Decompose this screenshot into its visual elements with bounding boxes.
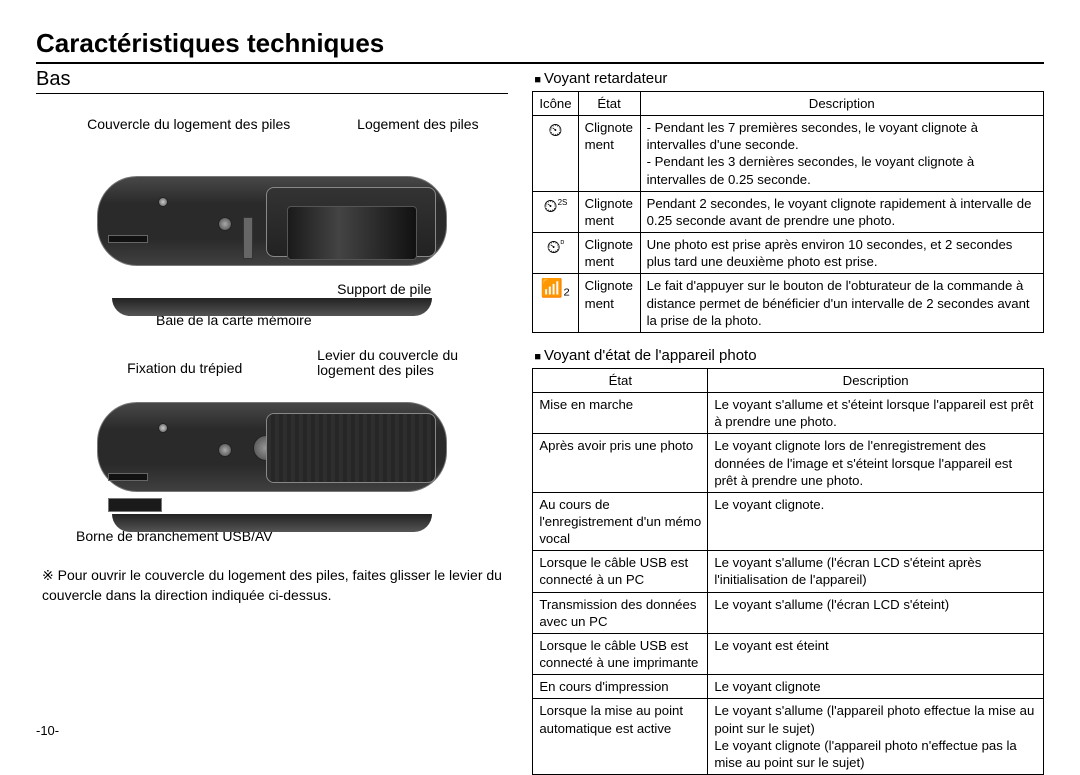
t2h1: Description xyxy=(708,368,1044,392)
left-heading: Bas xyxy=(36,68,508,94)
timer-etat: Clignote ment xyxy=(578,233,640,274)
t1h1: État xyxy=(578,92,640,116)
label-holder: Support de pile xyxy=(337,281,431,297)
note-text: Pour ouvrir le couvercle du logement des… xyxy=(36,566,508,605)
status-etat: Au cours de l'enregistrement d'un mémo v… xyxy=(533,492,708,550)
label-batt-comp: Logement des piles xyxy=(357,116,478,132)
timer-etat: Clignote ment xyxy=(578,191,640,232)
status-desc: Le voyant s'allume (l'écran LCD s'éteint… xyxy=(708,551,1044,592)
status-etat: Lorsque le câble USB est connecté à une … xyxy=(533,633,708,674)
timer-desc: Pendant 2 secondes, le voyant clignote r… xyxy=(640,191,1043,232)
status-desc: Le voyant clignote xyxy=(708,675,1044,699)
status-desc: Le voyant clignote. xyxy=(708,492,1044,550)
sect1-head: Voyant retardateur xyxy=(534,70,1044,87)
timer-icon: 📶₂ xyxy=(533,274,578,332)
page-number: -10- xyxy=(36,723,59,738)
timer-icon: ⏲ᴰ xyxy=(533,233,578,274)
status-etat: Après avoir pris une photo xyxy=(533,434,708,492)
page-title: Caractéristiques techniques xyxy=(36,28,1044,64)
timer-etat: Clignote ment xyxy=(578,116,640,192)
timer-icon: ⏲2S xyxy=(533,191,578,232)
usb-port-icon xyxy=(108,498,162,512)
status-etat: Transmission des données avec un PC xyxy=(533,592,708,633)
status-etat: Lorsque la mise au point automatique est… xyxy=(533,699,708,775)
status-etat: Lorsque le câble USB est connecté à un P… xyxy=(533,551,708,592)
timer-led-table: Icône État Description ⏲Clignote ment- P… xyxy=(532,91,1044,333)
status-desc: Le voyant s'allume (l'écran LCD s'éteint… xyxy=(708,592,1044,633)
label-batt-cover: Couvercle du logement des piles xyxy=(87,116,290,132)
label-tripod: Fixation du trépied xyxy=(127,360,242,376)
status-etat: En cours d'impression xyxy=(533,675,708,699)
status-desc: Le voyant est éteint xyxy=(708,633,1044,674)
status-etat: Mise en marche xyxy=(533,393,708,434)
memory-slot-icon xyxy=(108,235,148,243)
t1h0: Icône xyxy=(533,92,578,116)
timer-desc: Une photo est prise après environ 10 sec… xyxy=(640,233,1043,274)
t2h0: État xyxy=(533,368,708,392)
t1h2: Description xyxy=(640,92,1043,116)
closed-cover-icon xyxy=(266,413,436,483)
sect2-head: Voyant d'état de l'appareil photo xyxy=(534,347,1044,364)
label-lever: Levier du couvercle du logement des pile… xyxy=(317,348,487,379)
timer-etat: Clignote ment xyxy=(578,274,640,332)
battery-cover-icon xyxy=(266,187,436,257)
battery-holder-icon xyxy=(243,217,253,259)
status-desc: Le voyant s'allume et s'éteint lorsque l… xyxy=(708,393,1044,434)
status-desc: Le voyant clignote lors de l'enregistrem… xyxy=(708,434,1044,492)
timer-icon: ⏲ xyxy=(533,116,578,192)
timer-desc: Le fait d'appuyer sur le bouton de l'obt… xyxy=(640,274,1043,332)
status-desc: Le voyant s'allume (l'appareil photo eff… xyxy=(708,699,1044,775)
timer-desc: - Pendant les 7 premières secondes, le v… xyxy=(640,116,1043,192)
camera-bottom-diagram-closed: Fixation du trépied Levier du couvercle … xyxy=(57,342,487,522)
status-led-table: État Description Mise en marcheLe voyant… xyxy=(532,368,1044,775)
camera-bottom-diagram-open: Couvercle du logement des piles Logement… xyxy=(57,116,487,306)
